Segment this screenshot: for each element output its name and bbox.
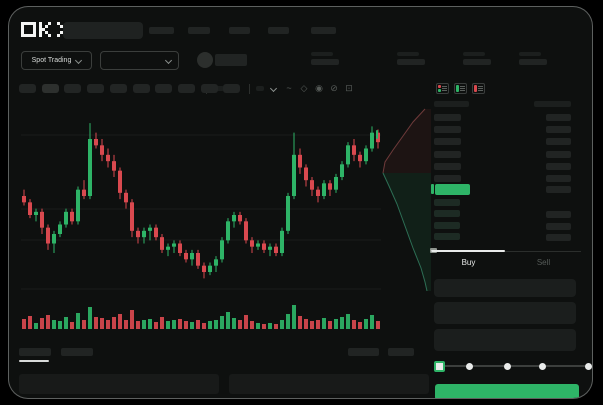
chart-style-dropdown[interactable] xyxy=(256,86,264,91)
ask-size-placeholder[interactable] xyxy=(546,114,571,121)
indicator-dropdown[interactable] xyxy=(213,86,224,91)
pair-dropdown[interactable] xyxy=(100,51,179,70)
chevron-down-icon xyxy=(164,56,173,65)
camera-icon[interactable]: ◉ xyxy=(315,83,323,93)
active-tab-underline xyxy=(19,360,49,362)
chevron-down-icon[interactable] xyxy=(269,84,278,93)
bid-size-placeholder[interactable] xyxy=(546,211,571,218)
bid-size-placeholder[interactable] xyxy=(546,223,571,230)
chevron-down-icon xyxy=(75,56,83,65)
tab-buy[interactable]: Buy xyxy=(461,258,476,267)
amount-input[interactable] xyxy=(434,302,576,324)
ask-size-placeholder[interactable] xyxy=(546,163,571,170)
draw-icon[interactable]: ◇ xyxy=(300,83,308,93)
ask-size-placeholder[interactable] xyxy=(546,151,571,158)
ask-size-placeholder[interactable] xyxy=(546,126,571,133)
slider-stop-dot[interactable] xyxy=(585,363,592,370)
ask-price-placeholder[interactable] xyxy=(434,138,461,145)
slider-handle[interactable] xyxy=(434,361,445,372)
stat-value-placeholder xyxy=(311,59,339,65)
percent-slider-track[interactable] xyxy=(438,365,588,367)
fullscreen-icon[interactable]: ⊡ xyxy=(345,83,353,93)
book-asks-icon[interactable] xyxy=(472,83,485,94)
stat-label-placeholder xyxy=(311,52,333,56)
ask-size-placeholder[interactable] xyxy=(546,175,571,182)
slider-stop-dot[interactable] xyxy=(539,363,546,370)
market-type-selector[interactable]: Spot Trading xyxy=(21,51,92,70)
ask-price-placeholder[interactable] xyxy=(434,151,461,158)
bid-size-placeholder[interactable] xyxy=(546,234,571,241)
ask-price-placeholder[interactable] xyxy=(434,114,461,121)
price-input[interactable] xyxy=(434,279,576,297)
search-input[interactable] xyxy=(63,22,143,39)
bottom-link[interactable] xyxy=(388,348,414,356)
app-window: Spot Trading xyxy=(8,6,593,399)
slider-stop-dot[interactable] xyxy=(466,363,473,370)
market-type-label: Spot Trading xyxy=(31,57,72,64)
total-input[interactable] xyxy=(434,329,576,351)
bid-price-placeholder[interactable] xyxy=(434,210,460,217)
interval-button[interactable] xyxy=(87,84,104,93)
buy-submit-button[interactable] xyxy=(435,384,579,398)
nav-item-placeholder[interactable] xyxy=(188,27,210,34)
bid-price-placeholder[interactable] xyxy=(434,233,460,240)
ask-size-placeholder[interactable] xyxy=(546,138,571,145)
ask-price-placeholder[interactable] xyxy=(434,126,461,133)
stat-value-placeholder xyxy=(463,59,491,65)
last-price-badge[interactable] xyxy=(435,184,470,195)
price-row-size-placeholder[interactable] xyxy=(546,186,571,193)
nav-item-placeholder[interactable] xyxy=(268,27,289,34)
interval-button[interactable] xyxy=(64,84,81,93)
orderbook-header-left xyxy=(434,101,469,107)
book-bids-icon[interactable] xyxy=(454,83,467,94)
wave-icon[interactable]: ~ xyxy=(286,83,292,93)
bottom-tab[interactable] xyxy=(61,348,93,356)
orderbook-header-right xyxy=(534,101,571,107)
bottom-tab-active[interactable] xyxy=(19,348,51,356)
interval-button[interactable] xyxy=(155,84,172,93)
last-price-marker xyxy=(431,184,434,194)
stat-value-placeholder xyxy=(397,59,425,65)
book-combined-icon-color xyxy=(438,85,441,92)
pair-name-placeholder xyxy=(215,54,247,66)
bid-price-placeholder[interactable] xyxy=(434,199,460,206)
book-asks-icon-color xyxy=(474,85,477,92)
interval-button[interactable] xyxy=(178,84,195,93)
hide-icon[interactable]: ⊘ xyxy=(330,83,338,93)
interval-button[interactable] xyxy=(42,84,59,93)
volume-chart xyxy=(22,305,380,329)
coin-icon xyxy=(197,52,213,68)
interval-button[interactable] xyxy=(133,84,150,93)
nav-item-placeholder[interactable] xyxy=(149,27,174,34)
book-bids-icon-color xyxy=(456,85,459,92)
buy-tab-underline xyxy=(431,250,505,252)
icon-lines xyxy=(460,85,465,92)
orders-panel-placeholder xyxy=(19,374,219,394)
slider-stop-dot[interactable] xyxy=(504,363,511,370)
ask-price-placeholder[interactable] xyxy=(434,175,461,182)
stat-label-placeholder xyxy=(519,52,541,56)
ask-price-placeholder[interactable] xyxy=(434,163,461,170)
icon-lines xyxy=(442,85,447,92)
depth-chart[interactable] xyxy=(379,96,431,291)
interval-button[interactable] xyxy=(19,84,36,93)
interval-button[interactable] xyxy=(223,84,240,93)
stat-label-placeholder xyxy=(463,52,485,56)
price-chart[interactable] xyxy=(21,101,381,291)
nav-item-placeholder[interactable] xyxy=(311,27,336,34)
icon-lines xyxy=(478,85,483,92)
nav-item-placeholder[interactable] xyxy=(229,27,250,34)
interval-button[interactable] xyxy=(110,84,127,93)
price-marker xyxy=(376,130,378,139)
bottom-link[interactable] xyxy=(348,348,379,356)
book-combined-icon[interactable] xyxy=(436,83,449,94)
bid-price-placeholder[interactable] xyxy=(434,222,460,229)
interval-button[interactable] xyxy=(201,84,218,93)
stat-label-placeholder xyxy=(397,52,419,56)
stat-value-placeholder xyxy=(519,59,547,65)
history-panel-placeholder xyxy=(229,374,429,394)
trade-tabs-divider xyxy=(431,251,581,252)
tab-sell[interactable]: Sell xyxy=(536,258,551,267)
